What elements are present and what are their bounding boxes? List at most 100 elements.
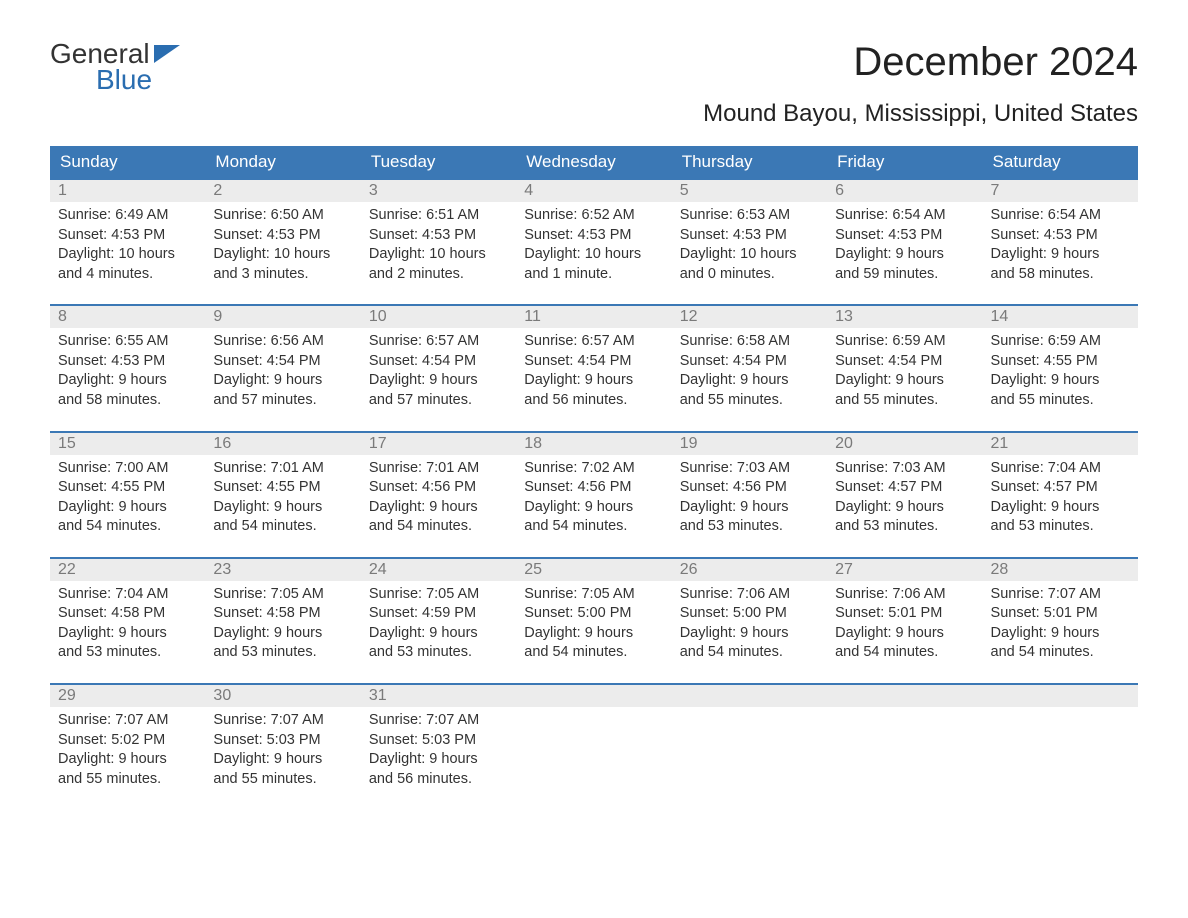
day-number: 10 bbox=[361, 306, 516, 328]
weekday-header: Saturday bbox=[983, 146, 1138, 178]
daylight-text-1: Daylight: 9 hours bbox=[680, 371, 819, 391]
sunset-text: Sunset: 4:55 PM bbox=[213, 478, 352, 498]
daylight-text-2: and 55 minutes. bbox=[835, 391, 974, 411]
sunset-text: Sunset: 4:56 PM bbox=[680, 478, 819, 498]
day-details: Sunrise: 7:01 AMSunset: 4:56 PMDaylight:… bbox=[361, 455, 516, 545]
day-cell bbox=[983, 685, 1138, 797]
sunrise-text: Sunrise: 7:07 AM bbox=[991, 585, 1130, 605]
daylight-text-1: Daylight: 9 hours bbox=[369, 624, 508, 644]
daylight-text-1: Daylight: 10 hours bbox=[680, 245, 819, 265]
day-cell: 13Sunrise: 6:59 AMSunset: 4:54 PMDayligh… bbox=[827, 306, 982, 418]
sunset-text: Sunset: 4:56 PM bbox=[524, 478, 663, 498]
daylight-text-1: Daylight: 10 hours bbox=[213, 245, 352, 265]
daylight-text-1: Daylight: 9 hours bbox=[58, 371, 197, 391]
daylight-text-2: and 55 minutes. bbox=[213, 770, 352, 790]
day-number: 14 bbox=[983, 306, 1138, 328]
day-cell: 21Sunrise: 7:04 AMSunset: 4:57 PMDayligh… bbox=[983, 433, 1138, 545]
day-cell: 29Sunrise: 7:07 AMSunset: 5:02 PMDayligh… bbox=[50, 685, 205, 797]
sunset-text: Sunset: 4:55 PM bbox=[991, 352, 1130, 372]
day-cell: 20Sunrise: 7:03 AMSunset: 4:57 PMDayligh… bbox=[827, 433, 982, 545]
day-details bbox=[516, 707, 671, 787]
day-cell: 9Sunrise: 6:56 AMSunset: 4:54 PMDaylight… bbox=[205, 306, 360, 418]
day-details: Sunrise: 7:07 AMSunset: 5:03 PMDaylight:… bbox=[205, 707, 360, 797]
day-number: 20 bbox=[827, 433, 982, 455]
weekday-header: Thursday bbox=[672, 146, 827, 178]
sunset-text: Sunset: 5:00 PM bbox=[524, 604, 663, 624]
day-number: 9 bbox=[205, 306, 360, 328]
day-details: Sunrise: 6:51 AMSunset: 4:53 PMDaylight:… bbox=[361, 202, 516, 292]
sunrise-text: Sunrise: 6:55 AM bbox=[58, 332, 197, 352]
brand-logo: General Blue bbox=[50, 40, 180, 94]
day-number: 19 bbox=[672, 433, 827, 455]
sunset-text: Sunset: 4:53 PM bbox=[58, 226, 197, 246]
sunrise-text: Sunrise: 7:02 AM bbox=[524, 459, 663, 479]
day-cell: 19Sunrise: 7:03 AMSunset: 4:56 PMDayligh… bbox=[672, 433, 827, 545]
week-row: 29Sunrise: 7:07 AMSunset: 5:02 PMDayligh… bbox=[50, 683, 1138, 797]
sunset-text: Sunset: 5:03 PM bbox=[369, 731, 508, 751]
daylight-text-2: and 54 minutes. bbox=[369, 517, 508, 537]
daylight-text-2: and 54 minutes. bbox=[680, 643, 819, 663]
sunset-text: Sunset: 4:53 PM bbox=[680, 226, 819, 246]
sunset-text: Sunset: 4:54 PM bbox=[680, 352, 819, 372]
day-number bbox=[516, 685, 671, 707]
day-number: 29 bbox=[50, 685, 205, 707]
sunset-text: Sunset: 5:00 PM bbox=[680, 604, 819, 624]
day-details: Sunrise: 6:55 AMSunset: 4:53 PMDaylight:… bbox=[50, 328, 205, 418]
day-number bbox=[672, 685, 827, 707]
week-row: 15Sunrise: 7:00 AMSunset: 4:55 PMDayligh… bbox=[50, 431, 1138, 545]
daylight-text-1: Daylight: 9 hours bbox=[991, 498, 1130, 518]
day-details: Sunrise: 7:01 AMSunset: 4:55 PMDaylight:… bbox=[205, 455, 360, 545]
daylight-text-1: Daylight: 9 hours bbox=[835, 624, 974, 644]
daylight-text-2: and 59 minutes. bbox=[835, 265, 974, 285]
day-cell: 3Sunrise: 6:51 AMSunset: 4:53 PMDaylight… bbox=[361, 180, 516, 292]
day-details: Sunrise: 6:56 AMSunset: 4:54 PMDaylight:… bbox=[205, 328, 360, 418]
daylight-text-2: and 54 minutes. bbox=[991, 643, 1130, 663]
daylight-text-2: and 56 minutes. bbox=[369, 770, 508, 790]
day-number: 6 bbox=[827, 180, 982, 202]
day-details: Sunrise: 6:57 AMSunset: 4:54 PMDaylight:… bbox=[361, 328, 516, 418]
daylight-text-1: Daylight: 9 hours bbox=[835, 498, 974, 518]
sunrise-text: Sunrise: 7:07 AM bbox=[58, 711, 197, 731]
day-details: Sunrise: 7:06 AMSunset: 5:01 PMDaylight:… bbox=[827, 581, 982, 671]
day-number bbox=[827, 685, 982, 707]
sunrise-text: Sunrise: 6:49 AM bbox=[58, 206, 197, 226]
day-details: Sunrise: 7:05 AMSunset: 4:59 PMDaylight:… bbox=[361, 581, 516, 671]
day-details: Sunrise: 6:53 AMSunset: 4:53 PMDaylight:… bbox=[672, 202, 827, 292]
day-number: 12 bbox=[672, 306, 827, 328]
day-number: 13 bbox=[827, 306, 982, 328]
day-number: 7 bbox=[983, 180, 1138, 202]
day-cell: 28Sunrise: 7:07 AMSunset: 5:01 PMDayligh… bbox=[983, 559, 1138, 671]
day-details: Sunrise: 6:52 AMSunset: 4:53 PMDaylight:… bbox=[516, 202, 671, 292]
daylight-text-1: Daylight: 9 hours bbox=[213, 750, 352, 770]
sunrise-text: Sunrise: 6:58 AM bbox=[680, 332, 819, 352]
day-details: Sunrise: 6:54 AMSunset: 4:53 PMDaylight:… bbox=[983, 202, 1138, 292]
daylight-text-2: and 53 minutes. bbox=[58, 643, 197, 663]
daylight-text-1: Daylight: 9 hours bbox=[991, 624, 1130, 644]
daylight-text-1: Daylight: 9 hours bbox=[58, 750, 197, 770]
daylight-text-1: Daylight: 9 hours bbox=[991, 371, 1130, 391]
day-cell: 1Sunrise: 6:49 AMSunset: 4:53 PMDaylight… bbox=[50, 180, 205, 292]
day-cell: 31Sunrise: 7:07 AMSunset: 5:03 PMDayligh… bbox=[361, 685, 516, 797]
daylight-text-2: and 58 minutes. bbox=[58, 391, 197, 411]
week-row: 22Sunrise: 7:04 AMSunset: 4:58 PMDayligh… bbox=[50, 557, 1138, 671]
daylight-text-2: and 57 minutes. bbox=[369, 391, 508, 411]
day-cell: 17Sunrise: 7:01 AMSunset: 4:56 PMDayligh… bbox=[361, 433, 516, 545]
daylight-text-2: and 0 minutes. bbox=[680, 265, 819, 285]
sunset-text: Sunset: 4:59 PM bbox=[369, 604, 508, 624]
sunrise-text: Sunrise: 7:05 AM bbox=[213, 585, 352, 605]
sunset-text: Sunset: 4:54 PM bbox=[213, 352, 352, 372]
day-cell: 22Sunrise: 7:04 AMSunset: 4:58 PMDayligh… bbox=[50, 559, 205, 671]
sunset-text: Sunset: 4:55 PM bbox=[58, 478, 197, 498]
sunrise-text: Sunrise: 7:05 AM bbox=[369, 585, 508, 605]
day-details: Sunrise: 7:04 AMSunset: 4:58 PMDaylight:… bbox=[50, 581, 205, 671]
daylight-text-2: and 58 minutes. bbox=[991, 265, 1130, 285]
sunrise-text: Sunrise: 7:01 AM bbox=[369, 459, 508, 479]
daylight-text-1: Daylight: 9 hours bbox=[369, 371, 508, 391]
sunrise-text: Sunrise: 6:54 AM bbox=[991, 206, 1130, 226]
daylight-text-2: and 3 minutes. bbox=[213, 265, 352, 285]
weekday-header: Sunday bbox=[50, 146, 205, 178]
sunrise-text: Sunrise: 7:06 AM bbox=[835, 585, 974, 605]
day-details: Sunrise: 6:59 AMSunset: 4:54 PMDaylight:… bbox=[827, 328, 982, 418]
day-details bbox=[827, 707, 982, 787]
day-cell: 11Sunrise: 6:57 AMSunset: 4:54 PMDayligh… bbox=[516, 306, 671, 418]
